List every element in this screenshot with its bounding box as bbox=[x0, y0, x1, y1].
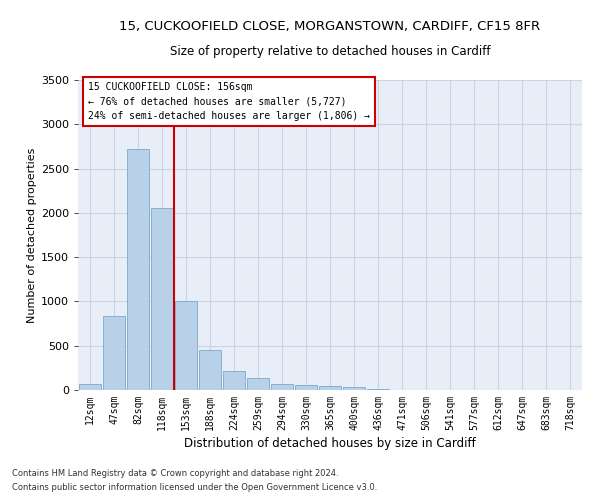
Text: Contains HM Land Registry data © Crown copyright and database right 2024.: Contains HM Land Registry data © Crown c… bbox=[12, 468, 338, 477]
Bar bbox=[319, 386, 341, 390]
Bar bbox=[271, 384, 293, 390]
Text: 15, CUCKOOFIELD CLOSE, MORGANSTOWN, CARDIFF, CF15 8FR: 15, CUCKOOFIELD CLOSE, MORGANSTOWN, CARD… bbox=[119, 20, 541, 33]
Bar bbox=[127, 149, 149, 390]
Y-axis label: Number of detached properties: Number of detached properties bbox=[26, 148, 37, 322]
Text: 15 CUCKOOFIELD CLOSE: 156sqm
← 76% of detached houses are smaller (5,727)
24% of: 15 CUCKOOFIELD CLOSE: 156sqm ← 76% of de… bbox=[88, 82, 370, 121]
Bar bbox=[295, 385, 317, 390]
Bar bbox=[175, 302, 197, 390]
Bar bbox=[367, 389, 389, 390]
Bar bbox=[199, 350, 221, 390]
Text: Size of property relative to detached houses in Cardiff: Size of property relative to detached ho… bbox=[170, 45, 490, 58]
Text: Contains public sector information licensed under the Open Government Licence v3: Contains public sector information licen… bbox=[12, 484, 377, 492]
Bar bbox=[247, 378, 269, 390]
Bar bbox=[343, 387, 365, 390]
Bar bbox=[223, 372, 245, 390]
Bar bbox=[151, 208, 173, 390]
Bar bbox=[103, 316, 125, 390]
Bar bbox=[79, 384, 101, 390]
X-axis label: Distribution of detached houses by size in Cardiff: Distribution of detached houses by size … bbox=[184, 437, 476, 450]
